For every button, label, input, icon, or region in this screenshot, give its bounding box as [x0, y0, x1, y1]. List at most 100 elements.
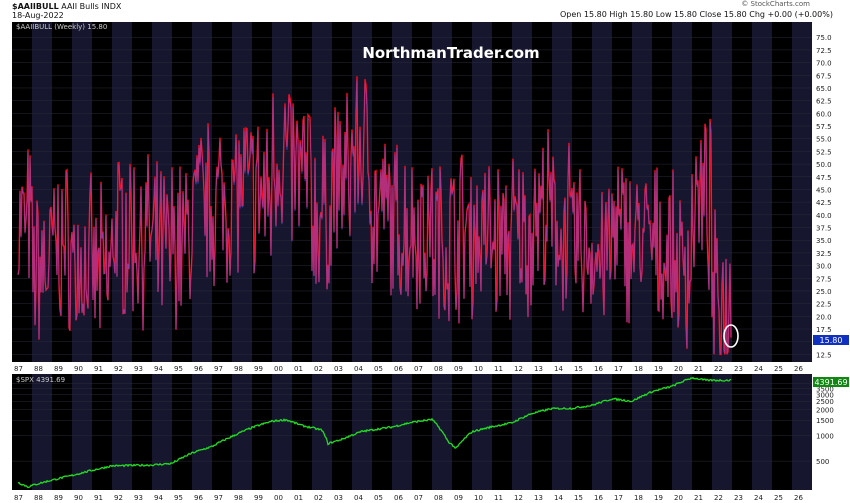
y-tick-label: 65.0 [816, 85, 832, 93]
y-tick-label: 70.0 [816, 60, 832, 68]
year-band [672, 22, 692, 362]
year-band [672, 374, 692, 490]
x-tick-label: 22 [714, 494, 723, 502]
x-tick-label: 16 [594, 365, 603, 373]
x-tick-label: 19 [654, 494, 663, 502]
year-band [752, 374, 772, 490]
x-tick-label: 13 [534, 365, 543, 373]
y-tick-label: 67.5 [816, 72, 832, 80]
watermark: NorthmanTrader.com [362, 44, 539, 62]
year-band [32, 22, 52, 362]
low-annotation-circle [723, 324, 739, 348]
y-tick-label: 2500 [816, 398, 834, 406]
x-tick-label: 03 [334, 494, 343, 502]
year-band [592, 374, 612, 490]
year-band [152, 374, 172, 490]
year-band [472, 22, 492, 362]
y-tick-label: 52.5 [816, 148, 832, 156]
main-x-axis-ticks: 87 88 89 90 91 92 93 94 95 96 97 98 99 00 01 02 03 04 05 06… [14, 365, 803, 373]
y-tick-label: 45.0 [816, 186, 832, 194]
x-tick-label: 92 [114, 365, 123, 373]
x-tick-label: 21 [694, 365, 703, 373]
y-tick-label: 30.0 [816, 263, 832, 271]
x-tick-label: 16 [594, 494, 603, 502]
x-tick-label: 00 [274, 494, 283, 502]
year-band [512, 22, 532, 362]
y-tick-label: 47.5 [816, 174, 832, 182]
y-tick-label: 32.5 [816, 250, 832, 258]
x-tick-label: 89 [54, 365, 63, 373]
x-tick-label: 26 [794, 365, 803, 373]
x-tick-label: 87 [14, 494, 23, 502]
y-tick-label: 57.5 [816, 123, 832, 131]
x-tick-label: 15 [574, 365, 583, 373]
year-band [392, 374, 412, 490]
spx-y-axis-ticks: 4000350030002500200015001000500 [816, 381, 834, 466]
x-tick-label: 08 [434, 365, 443, 373]
y-tick-label: 62.5 [816, 98, 832, 106]
x-tick-label: 93 [134, 494, 143, 502]
x-tick-label: 22 [714, 365, 723, 373]
year-band [312, 374, 332, 490]
x-tick-label: 05 [374, 494, 383, 502]
x-tick-label: 90 [74, 494, 83, 502]
x-tick-label: 08 [434, 494, 443, 502]
y-tick-label: 3000 [816, 391, 834, 399]
x-tick-label: 18 [634, 365, 643, 373]
x-tick-label: 01 [294, 365, 303, 373]
year-band [752, 22, 772, 362]
last-value-label: 15.80 [820, 336, 843, 345]
y-tick-label: 500 [816, 458, 829, 466]
x-tick-label: 04 [354, 365, 363, 373]
y-tick-label: 25.0 [816, 288, 832, 296]
spx-legend: $SPX 4391.69 [16, 376, 65, 384]
year-band [792, 374, 812, 490]
x-tick-label: 97 [214, 365, 223, 373]
year-band [352, 374, 372, 490]
x-tick-label: 17 [614, 365, 623, 373]
year-band [192, 374, 212, 490]
symbol: $AAIIBULL [12, 2, 59, 11]
x-tick-label: 06 [394, 494, 403, 502]
y-tick-label: 42.5 [816, 199, 832, 207]
ohlc-quote: Open 15.80 High 15.80 Low 15.80 Close 15… [560, 10, 833, 19]
bottom-x-axis-strip [12, 490, 812, 503]
x-tick-label: 00 [274, 365, 283, 373]
x-tick-label: 13 [534, 494, 543, 502]
x-tick-label: 23 [734, 365, 743, 373]
year-band [792, 22, 812, 362]
x-tick-label: 97 [214, 494, 223, 502]
x-tick-label: 20 [674, 365, 683, 373]
x-tick-label: 99 [254, 494, 263, 502]
x-tick-label: 02 [314, 365, 323, 373]
source-credit: © StockCharts.com [741, 0, 810, 8]
x-tick-label: 88 [34, 365, 43, 373]
x-tick-label: 10 [474, 494, 483, 502]
x-tick-label: 06 [394, 365, 403, 373]
x-tick-label: 95 [174, 365, 183, 373]
year-band [112, 374, 132, 490]
year-band [632, 374, 652, 490]
x-tick-label: 96 [194, 494, 203, 502]
year-band [32, 374, 52, 490]
x-tick-label: 07 [414, 494, 423, 502]
x-tick-label: 03 [334, 365, 343, 373]
last-value-tag [813, 335, 849, 345]
y-tick-label: 17.5 [816, 326, 832, 334]
spx-series-line [17, 376, 732, 489]
year-band [712, 374, 732, 490]
y-tick-label: 50.0 [816, 161, 832, 169]
y-tick-label: 37.5 [816, 225, 832, 233]
spx-gridlines [12, 383, 812, 462]
spx-value-tag [813, 377, 849, 387]
bottom-x-axis-ticks: 87 88 89 90 91 92 93 94 95 96 97 98 99 00 01 02 03 04 05 06… [14, 494, 803, 502]
y-tick-label: 60.0 [816, 110, 832, 118]
x-tick-label: 96 [194, 365, 203, 373]
x-tick-label: 09 [454, 365, 463, 373]
y-tick-label: 72.5 [816, 47, 832, 55]
y-tick-label: 35.0 [816, 237, 832, 245]
x-tick-label: 26 [794, 494, 803, 502]
x-tick-label: 11 [494, 494, 503, 502]
